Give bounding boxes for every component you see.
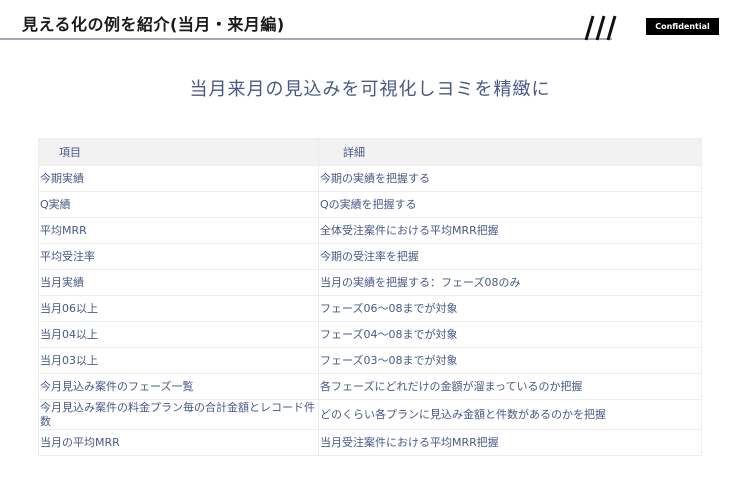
detail-cell: フェーズ04〜08までが対象	[318, 321, 702, 348]
item-cell: 平均MRR	[38, 217, 319, 244]
detail-cell: フェーズ03〜08までが対象	[318, 347, 702, 374]
table-row: 当月03以上 フェーズ03〜08までが対象	[38, 347, 702, 374]
table-row: 当月06以上 フェーズ06〜08までが対象	[38, 295, 702, 322]
table-row: 今期実績 今期の実績を把握する	[38, 165, 702, 192]
item-cell: 当月03以上	[38, 347, 319, 374]
detail-cell: 当月受注案件における平均MRR把握	[318, 429, 702, 456]
table-row: Q実績 Qの実績を把握する	[38, 191, 702, 218]
slash-decoration-icon	[584, 15, 617, 41]
item-cell: 今月見込み案件の料金プラン毎の合計金額とレコード件数	[38, 399, 319, 430]
detail-cell: 当月の実績を把握する：フェーズ08のみ	[318, 269, 702, 296]
title-underline	[0, 38, 612, 40]
item-cell: 当月04以上	[38, 321, 319, 348]
item-cell: 今月見込み案件のフェーズ一覧	[38, 373, 319, 400]
detail-cell: フェーズ06〜08までが対象	[318, 295, 702, 322]
item-cell: 当月の平均MRR	[38, 429, 319, 456]
detail-cell: 今期の実績を把握する	[318, 165, 702, 192]
table-row: 今月見込み案件のフェーズ一覧 各フェーズにどれだけの金額が溜まっているのか把握	[38, 373, 702, 400]
item-cell: 当月06以上	[38, 295, 319, 322]
table-row: 当月04以上 フェーズ04〜08までが対象	[38, 321, 702, 348]
table-header-row: 項目 詳細	[38, 138, 702, 166]
table-row: 当月実績 当月の実績を把握する：フェーズ08のみ	[38, 269, 702, 296]
detail-cell: どのくらい各プランに見込み金額と件数があるのかを把握	[318, 399, 702, 430]
metrics-table: 項目 詳細 今期実績 今期の実績を把握する Q実績 Qの実績を把握する 平均MRR 全体受…	[38, 138, 702, 456]
confidential-badge: Confidential	[646, 18, 719, 35]
detail-cell: 今期の受注率を把握	[318, 243, 702, 270]
detail-cell: Qの実績を把握する	[318, 191, 702, 218]
column-header-item: 項目	[38, 138, 319, 166]
table-row: 当月の平均MRR 当月受注案件における平均MRR把握	[38, 429, 702, 456]
detail-cell: 全体受注案件における平均MRR把握	[318, 217, 702, 244]
item-cell: Q実績	[38, 191, 319, 218]
table-row: 平均MRR 全体受注案件における平均MRR把握	[38, 217, 702, 244]
item-cell: 平均受注率	[38, 243, 319, 270]
detail-cell: 各フェーズにどれだけの金額が溜まっているのか把握	[318, 373, 702, 400]
column-header-detail: 詳細	[318, 138, 702, 166]
item-cell: 今期実績	[38, 165, 319, 192]
page-title: 見える化の例を紹介(当月・来月編)	[22, 15, 285, 34]
item-cell: 当月実績	[38, 269, 319, 296]
table-row: 平均受注率 今期の受注率を把握	[38, 243, 702, 270]
table-row: 今月見込み案件の料金プラン毎の合計金額とレコード件数 どのくらい各プランに見込み金…	[38, 399, 702, 430]
slide-subtitle: 当月来月の見込みを可視化しヨミを精緻に	[189, 79, 551, 100]
